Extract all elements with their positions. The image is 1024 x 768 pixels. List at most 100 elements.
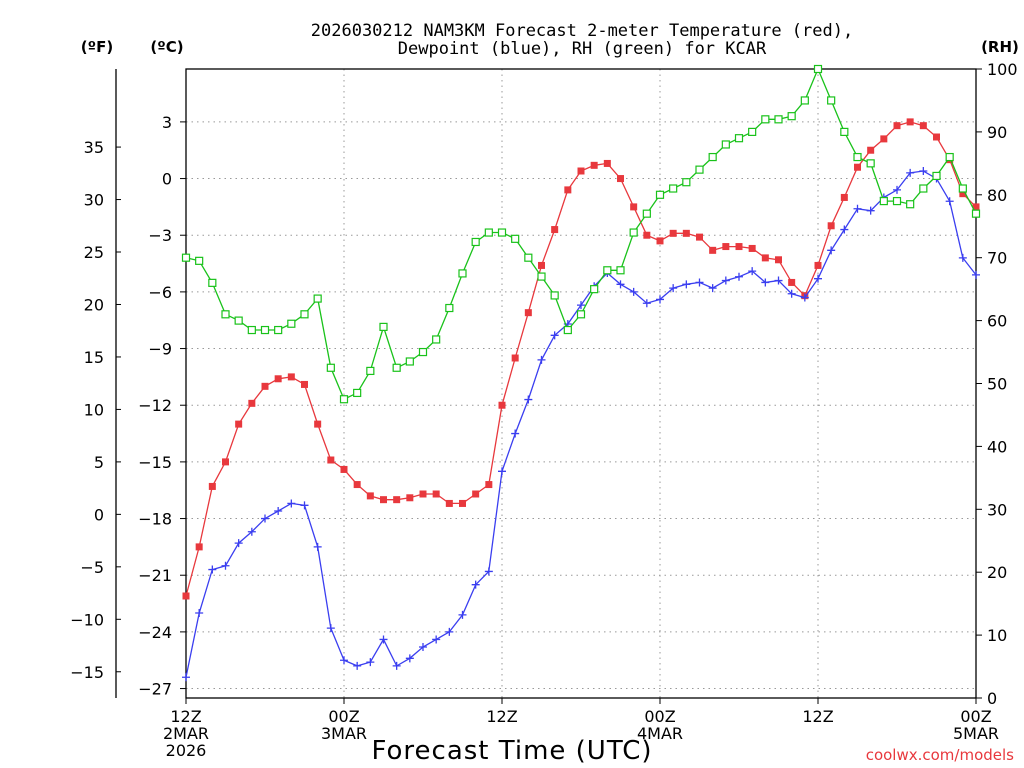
series-rh-point: [655, 190, 665, 199]
x-tick-label: 12Z: [486, 707, 517, 726]
rh-tick-label: 20: [987, 563, 1007, 582]
fahrenheit-tick-label: 0: [94, 505, 104, 524]
series-rh-point: [313, 294, 322, 303]
axes: [115, 68, 982, 704]
series-dewpoint-point: [445, 627, 454, 636]
series-temperature-point: [538, 261, 545, 269]
series-rh-point: [853, 152, 862, 162]
fahrenheit-tick-label: −15: [70, 663, 104, 682]
series-temperature-point: [353, 481, 361, 489]
series-dewpoint-point: [195, 609, 204, 617]
series-dewpoint-point: [642, 299, 651, 308]
x-tick-label: 3MAR: [321, 724, 367, 743]
x-tick-label: 2MAR: [163, 724, 209, 743]
x-tick-label: 00Z: [644, 707, 675, 726]
x-axis-title: Forecast Time (UTC): [371, 736, 652, 766]
series-temperature-point: [972, 203, 980, 211]
series-temperature-point: [314, 420, 322, 428]
series-rh-point: [695, 165, 704, 174]
series-rh-point: [721, 140, 730, 149]
series-temperature-point: [919, 122, 927, 130]
series-rh-point: [748, 127, 757, 136]
series-temperature-point: [301, 380, 308, 388]
series-dewpoint-point: [919, 167, 928, 175]
fahrenheit-tick-label: 35: [84, 138, 104, 157]
series-dewpoint-point: [287, 499, 296, 508]
celsius-tick-label: −9: [148, 340, 172, 359]
series-temperature-point: [248, 399, 256, 407]
rh-unit-label: (RH): [981, 38, 1019, 56]
series-rh-point: [524, 253, 533, 262]
series-dewpoint-point: [629, 287, 638, 296]
series-rh-point: [892, 196, 902, 206]
series-temperature-point: [722, 243, 730, 251]
series-dewpoint-point: [827, 246, 836, 255]
series-dewpoint-point: [419, 643, 427, 651]
series-temperature-point: [366, 492, 374, 500]
series-rh-point: [840, 127, 849, 136]
series-rh-point: [603, 266, 612, 275]
series-rh-point: [353, 388, 362, 398]
series-rh-point: [906, 200, 915, 209]
series-rh-point: [208, 278, 217, 287]
series-dewpoint-point: [366, 658, 375, 667]
fahrenheit-tick-label: −10: [70, 610, 104, 629]
series-temperature-point: [498, 401, 506, 409]
series-temperature-point: [551, 226, 559, 234]
series-temperature-point: [709, 246, 717, 254]
x-tick-label: 4MAR: [637, 724, 683, 743]
tick-labels: 30−3−6−9−12−15−18−21−24−2735302520151050…: [70, 60, 1017, 760]
series-rh-point: [590, 285, 599, 294]
series-dewpoint-point: [721, 276, 730, 285]
series-dewpoint-point: [761, 278, 770, 287]
fahrenheit-tick-label: 30: [84, 191, 104, 210]
series-temperature-point: [261, 382, 269, 390]
series-dewpoint-point: [524, 395, 533, 404]
series-dewpoint-point: [458, 610, 467, 619]
series-rh-point: [734, 134, 744, 143]
x-tick-label: 12Z: [802, 707, 833, 726]
series-dewpoint-point: [787, 289, 796, 298]
series-dewpoint-point: [774, 276, 783, 285]
series-temperature-point: [432, 490, 440, 498]
series-rh-point: [511, 234, 520, 243]
x-tick-label: 2026: [166, 741, 207, 760]
series-temperature-point: [854, 163, 861, 171]
series-dewpoint-point: [379, 635, 388, 644]
series-rh-point: [932, 171, 941, 181]
series-rh-point: [445, 303, 454, 313]
series-dewpoint-point: [735, 272, 743, 281]
series-temperature-point: [459, 499, 466, 507]
series-dewpoint-point: [247, 527, 256, 536]
credit-text: coolwx.com/models: [866, 746, 1014, 764]
series-rh-point: [563, 325, 572, 335]
series-dewpoint-point: [261, 514, 269, 523]
series-rh-point: [471, 237, 480, 247]
series-rh-point: [971, 209, 981, 218]
series-rh-point: [879, 196, 888, 206]
celsius-tick-label: −18: [138, 510, 172, 529]
series-temperature-point: [656, 237, 664, 245]
series-rh-point: [761, 115, 770, 124]
series-rh-point: [287, 319, 296, 328]
series-rh-point: [484, 228, 493, 237]
series-temperature-point: [222, 458, 229, 466]
series-dewpoint-point: [313, 542, 322, 551]
series-dewpoint-point: [300, 501, 309, 510]
x-tick-label: 12Z: [170, 707, 201, 726]
series-temperature-point: [590, 161, 598, 169]
series-rh-point: [260, 325, 270, 335]
celsius-tick-label: 3: [162, 113, 172, 132]
series-dewpoint-point: [405, 654, 414, 663]
series-rh-line: [185, 67, 977, 401]
celsius-tick-label: −3: [148, 226, 172, 245]
fahrenheit-tick-label: 5: [94, 453, 104, 472]
rh-tick-label: 100: [987, 60, 1018, 79]
series-rh-point: [379, 322, 388, 331]
x-tick-label: 00Z: [328, 707, 359, 726]
series-temperature-point: [696, 233, 703, 241]
series-rh-point: [195, 256, 204, 265]
series-rh-point: [669, 184, 678, 193]
series-temperature-point: [630, 203, 638, 211]
